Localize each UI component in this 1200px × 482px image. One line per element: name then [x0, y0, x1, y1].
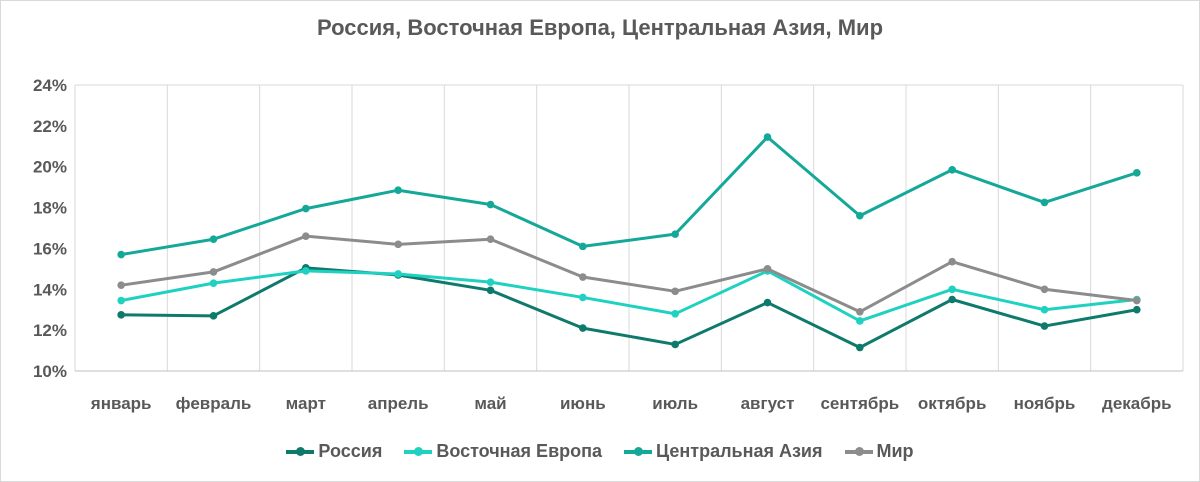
legend-label: Восточная Европа: [436, 441, 603, 461]
y-tick-label: 12%: [33, 321, 67, 340]
data-point: [1133, 296, 1141, 305]
legend-item: Центральная Азия: [624, 441, 823, 462]
data-point: [763, 265, 772, 273]
series-line: [120, 269, 1137, 323]
data-point: [856, 211, 864, 220]
data-point: [948, 257, 956, 266]
x-tick-label: декабрь: [1102, 394, 1172, 413]
y-tick-label: 18%: [33, 199, 67, 218]
data-point: [1133, 305, 1141, 314]
legend-item: Восточная Европа: [404, 441, 602, 462]
legend-marker: [296, 446, 306, 456]
y-tick-label: 10%: [33, 362, 67, 381]
data-point: [579, 293, 587, 302]
data-point: [1040, 322, 1049, 330]
data-point: [763, 133, 772, 141]
legend-label: Россия: [318, 441, 383, 461]
legend-item: Мир: [844, 441, 914, 462]
line-chart: 10% 12% 14% 16% 18% 20% 22% 24% январь февраль мар…: [33, 76, 1184, 413]
data-point: [302, 204, 310, 213]
data-point: [948, 165, 956, 174]
data-point: [486, 235, 495, 244]
data-point: [856, 317, 864, 325]
legend-item: Россия: [286, 441, 382, 462]
data-point: [302, 267, 310, 275]
x-tick-label: июнь: [560, 394, 606, 413]
y-tick-label: 14%: [33, 280, 67, 299]
data-point: [209, 268, 218, 276]
legend-swatch: [404, 446, 433, 456]
data-point: [948, 285, 956, 294]
x-tick-label: октябрь: [918, 394, 986, 413]
chart-title: Россия, Восточная Европа, Центральная Аз…: [316, 15, 884, 40]
series-line: [121, 266, 1138, 350]
y-tick-label: 20%: [33, 158, 67, 177]
x-tick-label: ноябрь: [1014, 394, 1076, 413]
legend-marker: [854, 446, 864, 456]
data-point: [579, 324, 587, 332]
data-point: [856, 343, 864, 352]
y-tick-label: 22%: [33, 117, 67, 136]
data-point: [209, 312, 218, 320]
data-point: [671, 230, 679, 238]
data-point: [948, 295, 956, 304]
series-line: [120, 234, 1138, 314]
chart-legend: Россия Восточная Европа Центральная Азия Ми…: [1, 441, 1199, 462]
data-point: [1040, 285, 1049, 294]
data-point: [763, 298, 772, 307]
x-tick-label: март: [286, 394, 326, 413]
data-point: [671, 340, 679, 349]
x-tick-label: апрель: [368, 394, 429, 413]
data-point: [671, 310, 679, 318]
data-point: [579, 273, 587, 281]
data-point: [117, 250, 125, 259]
data-point: [579, 242, 587, 251]
x-tick-label: сентябрь: [820, 394, 899, 413]
x-tick-label: январь: [90, 394, 152, 413]
data-point: [856, 307, 864, 316]
data-point: [1040, 305, 1049, 314]
legend-marker: [634, 446, 644, 456]
legend-swatch: [624, 446, 653, 456]
y-tick-label: 24%: [33, 76, 67, 95]
x-tick-label: февраль: [176, 394, 252, 413]
data-point: [486, 278, 495, 286]
data-point: [486, 286, 495, 295]
data-point: [117, 281, 125, 290]
y-tick-label: 16%: [33, 239, 67, 258]
x-tick-label: июль: [652, 394, 698, 413]
data-point: [117, 311, 125, 319]
data-point: [302, 232, 310, 240]
data-point: [117, 296, 125, 305]
legend-swatch: [844, 446, 873, 456]
data-point: [486, 200, 495, 209]
data-point: [671, 287, 679, 296]
data-point: [209, 279, 218, 287]
data-point: [394, 240, 402, 249]
data-point: [1040, 198, 1049, 207]
legend-label: Центральная Азия: [656, 441, 823, 461]
data-point: [1133, 169, 1141, 177]
legend-swatch: [286, 446, 315, 456]
legend-marker: [414, 446, 424, 456]
data-point: [394, 186, 402, 195]
series-line: [120, 135, 1138, 257]
data-point: [209, 235, 218, 244]
x-tick-label: май: [474, 394, 506, 413]
x-tick-label: август: [741, 394, 795, 413]
legend-label: Мир: [876, 441, 914, 461]
data-point: [394, 270, 402, 278]
